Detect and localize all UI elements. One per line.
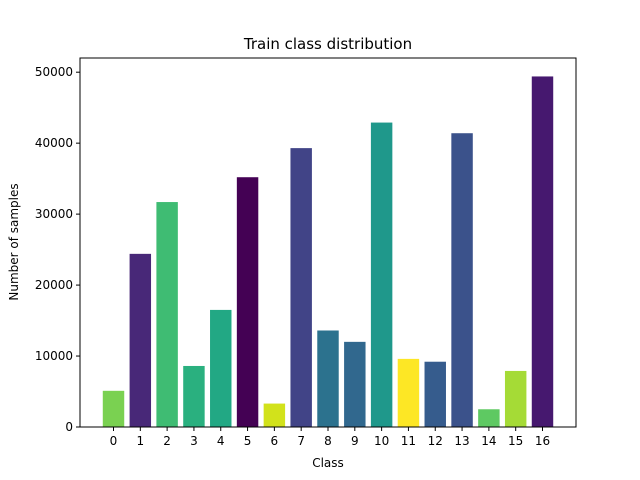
x-tick-label: 1	[136, 434, 144, 448]
bar-class-12	[424, 361, 446, 427]
bar-class-1	[129, 253, 152, 427]
x-axis-ticks: 0 1 2 3 4 5 6 7 8 9 10 11 12 13 14 15 16	[110, 427, 550, 448]
bar-class-8	[317, 330, 339, 427]
x-tick-label: 0	[110, 434, 118, 448]
x-tick-label: 6	[271, 434, 279, 448]
y-tick-label: 20000	[35, 278, 73, 292]
bar-class-15	[504, 370, 527, 427]
x-tick-label: 11	[401, 434, 416, 448]
chart-title: Train class distribution	[243, 35, 412, 53]
bar-class-16	[531, 76, 554, 427]
x-tick-label: 12	[428, 434, 443, 448]
x-tick-label: 16	[535, 434, 550, 448]
bar-class-0	[102, 390, 125, 427]
bar-class-2	[156, 202, 178, 427]
y-axis-ticks: 0 10000 20000 30000 40000 50000	[35, 65, 80, 434]
bars-group	[102, 76, 554, 427]
y-tick-label: 50000	[35, 65, 73, 79]
bar-class-3	[183, 365, 205, 427]
bar-class-14	[478, 409, 500, 427]
x-tick-label: 2	[163, 434, 171, 448]
x-tick-label: 5	[244, 434, 252, 448]
bar-class-9	[344, 341, 366, 427]
x-tick-label: 14	[481, 434, 496, 448]
y-tick-label: 0	[65, 420, 73, 434]
x-tick-label: 3	[190, 434, 198, 448]
plot-frame	[79, 57, 577, 428]
y-tick-label: 40000	[35, 136, 73, 150]
bar-class-6	[263, 403, 286, 427]
x-tick-label: 8	[324, 434, 332, 448]
x-tick-label: 15	[508, 434, 523, 448]
x-tick-label: 10	[374, 434, 389, 448]
y-tick-label: 10000	[35, 349, 73, 363]
bar-class-4	[210, 309, 232, 427]
y-axis-label: Number of samples	[7, 183, 21, 300]
y-tick-label: 30000	[35, 207, 73, 221]
x-tick-label: 9	[351, 434, 359, 448]
x-tick-label: 4	[217, 434, 225, 448]
bar-class-10	[370, 122, 393, 427]
bar-class-13	[451, 133, 473, 427]
bar-class-5	[236, 177, 259, 427]
x-axis-label: Class	[312, 456, 344, 470]
x-tick-label: 7	[297, 434, 305, 448]
bar-class-7	[290, 148, 312, 427]
bar-class-11	[397, 358, 420, 427]
x-tick-label: 13	[454, 434, 469, 448]
